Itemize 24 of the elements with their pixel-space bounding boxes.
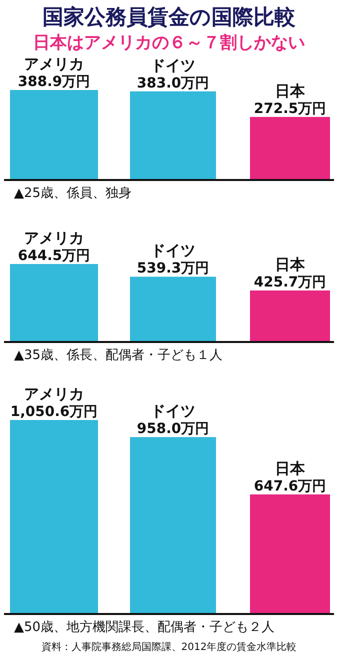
data-label: 644.5万円 [18, 248, 90, 264]
data-label: 388.9万円 [18, 74, 90, 90]
category: アメリカ [24, 229, 84, 247]
category: ドイツ [150, 402, 196, 420]
data-label: 539.3万円 [136, 260, 210, 277]
data-label: 958.0万円 [136, 421, 210, 438]
data-label: 647.6万円 [254, 478, 326, 494]
category: ドイツ [150, 242, 196, 260]
annotation: 資料：人事院事務総局国際課、2012年度の賃金水準比較 [41, 642, 297, 653]
category: ドイツ [150, 56, 196, 74]
xlabel: ▲25歳、係員、独身 [14, 186, 132, 201]
category: 日本 [275, 82, 305, 100]
data-label: 272.5万円 [254, 100, 326, 117]
data-label: 425.7万円 [254, 274, 326, 290]
category: アメリカ [24, 55, 84, 73]
subtitle: 日本はアメリカの６～７割しかない [33, 33, 305, 53]
category: アメリカ [24, 385, 84, 403]
category: 日本 [275, 255, 305, 274]
category: 日本 [275, 459, 305, 478]
data-label: 1,050.6万円 [10, 404, 98, 420]
xlabel: ▲35歳、係長、配偶者・子ども１人 [14, 348, 223, 363]
data-label: 383.0万円 [136, 75, 210, 92]
xlabel: ▲50歳、地方機関課長、配偶者・子ども２人 [14, 620, 275, 635]
title: 国家公務員賃金の国際比較 [42, 5, 296, 29]
